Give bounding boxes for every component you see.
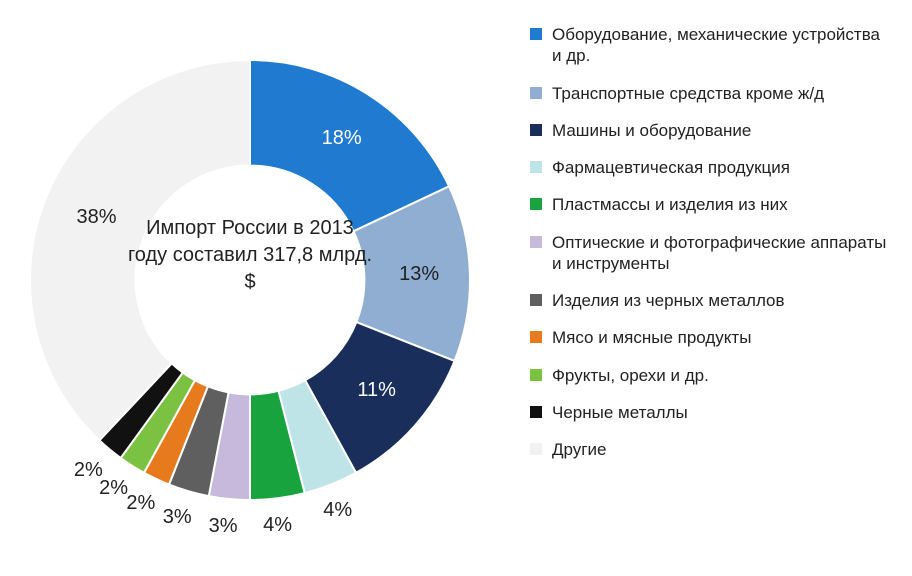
slice-pct-label: 2% [99,477,128,500]
slice-pct-label: 11% [357,379,396,402]
chart-center-text: Импорт России в 2013 году составил 317,8… [125,215,375,296]
legend-swatch [530,369,542,381]
legend: Оборудование, механические устройства и … [520,0,912,576]
legend-item: Другие [530,439,892,460]
slice-pct-label: 2% [126,492,155,515]
slice-pct-label: 3% [209,515,238,538]
legend-item: Фармацевтическая продукция [530,157,892,178]
legend-swatch [530,294,542,306]
legend-label: Пластмассы и изделия из них [552,194,788,215]
legend-swatch [530,161,542,173]
legend-swatch [530,406,542,418]
legend-item: Оптические и фотографические аппараты и … [530,232,892,275]
slice-pct-label: 3% [163,506,192,529]
legend-label: Машины и оборудование [552,120,751,141]
slice-pct-label: 38% [77,206,117,229]
legend-swatch [530,236,542,248]
legend-label: Фармацевтическая продукция [552,157,790,178]
legend-swatch [530,331,542,343]
legend-item: Транспортные средства кроме ж/д [530,83,892,104]
legend-label: Мясо и мясные продукты [552,327,751,348]
legend-label: Изделия из черных металлов [552,290,785,311]
legend-label: Фрукты, орехи и др. [552,365,709,386]
legend-label: Черные металлы [552,402,688,423]
legend-item: Черные металлы [530,402,892,423]
slice-pct-label: 4% [323,499,352,522]
slice-pct-label: 13% [399,263,439,286]
legend-item: Мясо и мясные продукты [530,327,892,348]
slice-pct-label: 2% [74,459,103,482]
legend-item: Изделия из черных металлов [530,290,892,311]
donut-area: Импорт России в 2013 году составил 317,8… [0,0,520,576]
legend-swatch [530,124,542,136]
legend-item: Пластмассы и изделия из них [530,194,892,215]
import-structure-chart: Импорт России в 2013 году составил 317,8… [0,0,912,576]
legend-label: Оборудование, механические устройства и … [552,24,892,67]
legend-label: Транспортные средства кроме ж/д [552,83,824,104]
legend-label: Оптические и фотографические аппараты и … [552,232,892,275]
legend-swatch [530,87,542,99]
legend-swatch [530,28,542,40]
legend-label: Другие [552,439,606,460]
slice-pct-label: 18% [322,127,362,150]
legend-item: Оборудование, механические устройства и … [530,24,892,67]
legend-item: Машины и оборудование [530,120,892,141]
legend-item: Фрукты, орехи и др. [530,365,892,386]
legend-swatch [530,198,542,210]
slice-pct-label: 4% [263,514,292,537]
legend-swatch [530,443,542,455]
